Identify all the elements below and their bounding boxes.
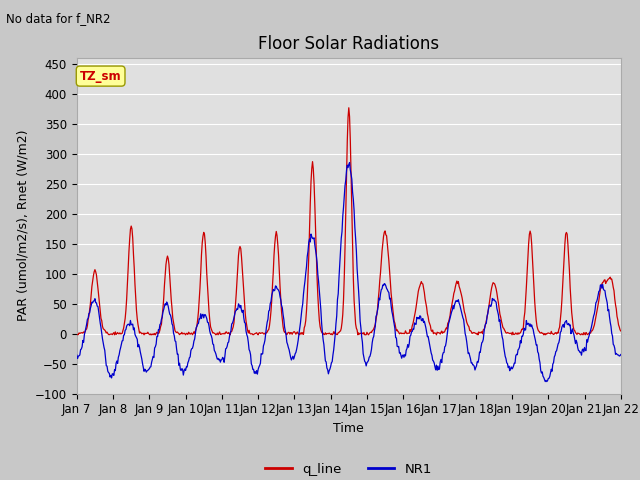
Legend: q_line, NR1: q_line, NR1 bbox=[260, 457, 438, 480]
Y-axis label: PAR (umol/m2/s), Rnet (W/m2): PAR (umol/m2/s), Rnet (W/m2) bbox=[17, 130, 29, 321]
X-axis label: Time: Time bbox=[333, 422, 364, 435]
Text: No data for f_NR2: No data for f_NR2 bbox=[6, 12, 111, 25]
Text: TZ_sm: TZ_sm bbox=[80, 70, 122, 83]
Title: Floor Solar Radiations: Floor Solar Radiations bbox=[258, 35, 440, 53]
